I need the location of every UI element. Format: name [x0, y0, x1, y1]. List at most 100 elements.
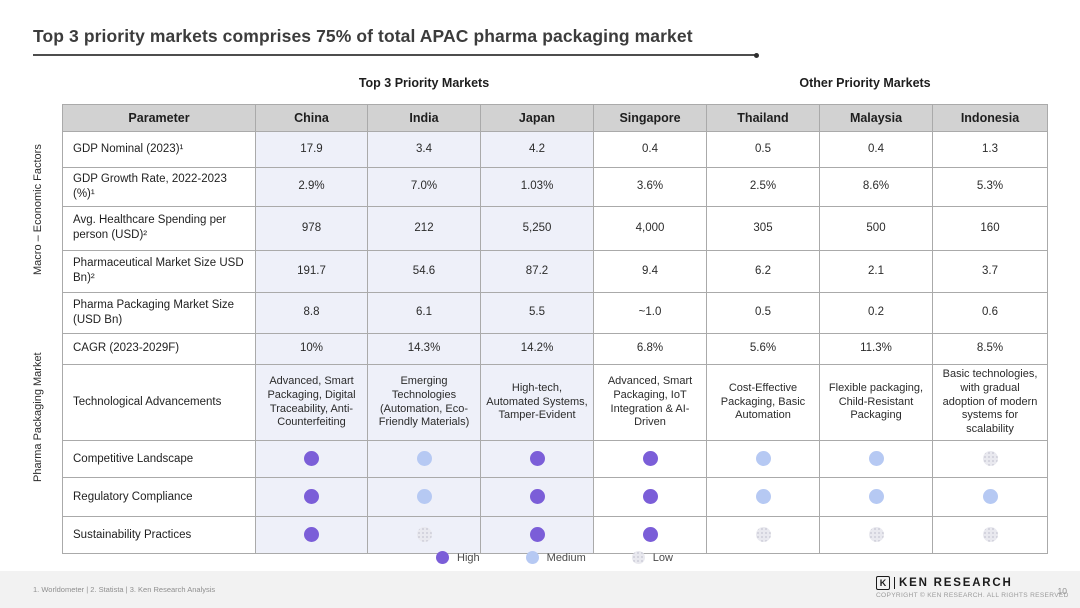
- high-rating-dot-icon: [304, 489, 319, 505]
- section-header-top3: Top 3 Priority Markets: [358, 76, 490, 90]
- parameter-cell: Competitive Landscape: [62, 440, 256, 479]
- medium-rating-dot-icon: [982, 489, 998, 505]
- parameter-cell: GDP Nominal (2023)¹: [62, 131, 256, 168]
- low-rating-dot-icon: [982, 527, 998, 543]
- value-cell: 6.1: [367, 291, 481, 334]
- low-rating-dot-icon: [416, 527, 432, 543]
- rating-cell: [706, 440, 820, 479]
- rating-cell: [706, 516, 820, 555]
- value-cell: 5.3%: [932, 167, 1048, 207]
- value-cell: 87.2: [480, 249, 594, 293]
- market-table: Parameter China India Japan Singapore Thailan…: [62, 104, 1048, 555]
- high-rating-dot-icon: [304, 451, 319, 467]
- value-cell: 1.3: [932, 131, 1048, 168]
- high-rating-dot-icon: [642, 527, 658, 543]
- value-cell: 0.4: [593, 131, 707, 168]
- brand-name: KEN RESEARCH: [899, 577, 1013, 589]
- value-cell: High-tech, Automated Systems, Tamper-Evi…: [480, 363, 594, 442]
- rating-cell: [932, 440, 1048, 479]
- value-cell: 191.7: [255, 249, 368, 293]
- parameter-cell: Pharma Packaging Market Size (USD Bn): [62, 291, 256, 334]
- medium-rating-dot-icon: [868, 489, 884, 505]
- value-cell: 500: [819, 205, 933, 251]
- value-cell: 0.4: [819, 131, 933, 168]
- medium-rating-dot-icon: [416, 451, 432, 467]
- value-cell: Advanced, Smart Packaging, Digital Trace…: [255, 363, 368, 442]
- value-cell: Flexible packaging, Child-Resistant Pack…: [819, 363, 933, 442]
- legend: High Medium Low: [62, 551, 1047, 564]
- value-cell: 5.6%: [706, 332, 820, 365]
- table-row: GDP Nominal (2023)¹ 17.9 3.4 4.2 0.4 0.5 0.4 1.…: [62, 131, 1048, 168]
- value-cell: 6.8%: [593, 332, 707, 365]
- value-cell: 8.6%: [819, 167, 933, 207]
- medium-rating-dot-icon: [416, 489, 432, 505]
- column-header: Malaysia: [819, 104, 933, 132]
- group-label-pharma-packaging-market: Pharma Packaging Market: [32, 352, 44, 483]
- value-cell: 1.03%: [480, 167, 594, 207]
- rating-cell: [480, 477, 594, 518]
- rating-cell: [480, 440, 594, 479]
- brand-row: K KEN RESEARCH: [876, 576, 1069, 590]
- medium-rating-dot-icon: [755, 489, 771, 505]
- value-cell: 14.3%: [367, 332, 481, 365]
- legend-item-low: Low: [631, 551, 673, 564]
- value-cell: 11.3%: [819, 332, 933, 365]
- table-row: Pharmaceutical Market Size USD Bn)² 191.7…: [62, 249, 1048, 293]
- rating-cell: [593, 477, 707, 518]
- column-header: Parameter: [62, 104, 256, 132]
- value-cell: Advanced, Smart Packaging, IoT Integrati…: [593, 363, 707, 442]
- value-cell: ~1.0: [593, 291, 707, 334]
- value-cell: 14.2%: [480, 332, 594, 365]
- medium-rating-dot-icon: [755, 451, 771, 467]
- rating-cell: [255, 440, 368, 479]
- group-label-macro-economic-factors: Macro – Economic Factors: [32, 144, 44, 276]
- value-cell: Emerging Technologies (Automation, Eco-F…: [367, 363, 481, 442]
- parameter-cell: Regulatory Compliance: [62, 477, 256, 518]
- rating-cell: [593, 516, 707, 555]
- low-rating-dot-icon: [755, 527, 771, 543]
- table-row: Avg. Healthcare Spending per person (USD…: [62, 205, 1048, 251]
- table-row: GDP Growth Rate, 2022-2023 (%)¹ 2.9% 7.0% 1…: [62, 167, 1048, 207]
- column-header: Singapore: [593, 104, 707, 132]
- value-cell: 5.5: [480, 291, 594, 334]
- low-rating-dot-icon: [868, 527, 884, 543]
- rating-cell: [819, 516, 933, 555]
- high-rating-dot-icon: [436, 551, 450, 564]
- value-cell: 0.2: [819, 291, 933, 334]
- page-number: 10: [1057, 586, 1067, 596]
- rating-cell: [367, 516, 481, 555]
- medium-rating-dot-icon: [525, 551, 539, 564]
- rating-cell: [480, 516, 594, 555]
- legend-label-medium: Medium: [546, 551, 586, 564]
- logo-letter: K: [879, 578, 887, 588]
- table-row: Technological Advancements Advanced, Smar…: [62, 363, 1048, 442]
- parameter-cell: Technological Advancements: [62, 363, 256, 442]
- table-row: CAGR (2023-2029F) 10% 14.3% 14.2% 6.8% 5.6% 11…: [62, 332, 1048, 365]
- value-cell: 978: [255, 205, 368, 251]
- rating-cell: [706, 477, 820, 518]
- title-underline: [33, 53, 759, 58]
- value-cell: Cost-Effective Packaging, Basic Automati…: [706, 363, 820, 442]
- parameter-cell: GDP Growth Rate, 2022-2023 (%)¹: [62, 167, 256, 207]
- logo-divider: [894, 577, 895, 589]
- column-header: Thailand: [706, 104, 820, 132]
- title-underline-dot: [754, 53, 759, 58]
- table-body: GDP Nominal (2023)¹ 17.9 3.4 4.2 0.4 0.5 0.4 1.…: [62, 131, 1048, 555]
- copyright-text: COPYRIGHT © KEN RESEARCH. ALL RIGHTS RES…: [876, 592, 1069, 599]
- table-header-row: Parameter China India Japan Singapore Thailan…: [62, 104, 1048, 132]
- rating-cell: [932, 516, 1048, 555]
- rating-cell: [819, 440, 933, 479]
- table-row: Competitive Landscape: [62, 440, 1048, 479]
- value-cell: 2.5%: [706, 167, 820, 207]
- parameter-cell: Avg. Healthcare Spending per person (USD…: [62, 205, 256, 251]
- legend-item-medium: Medium: [525, 551, 586, 564]
- footer: 1. Worldometer | 2. Statista | 3. Ken Re…: [0, 571, 1080, 608]
- value-cell: 5,250: [480, 205, 594, 251]
- legend-item-high: High: [436, 551, 480, 564]
- value-cell: 212: [367, 205, 481, 251]
- value-cell: 54.6: [367, 249, 481, 293]
- high-rating-dot-icon: [529, 451, 545, 467]
- high-rating-dot-icon: [642, 451, 658, 467]
- rating-cell: [367, 440, 481, 479]
- parameter-cell: Pharmaceutical Market Size USD Bn)²: [62, 249, 256, 293]
